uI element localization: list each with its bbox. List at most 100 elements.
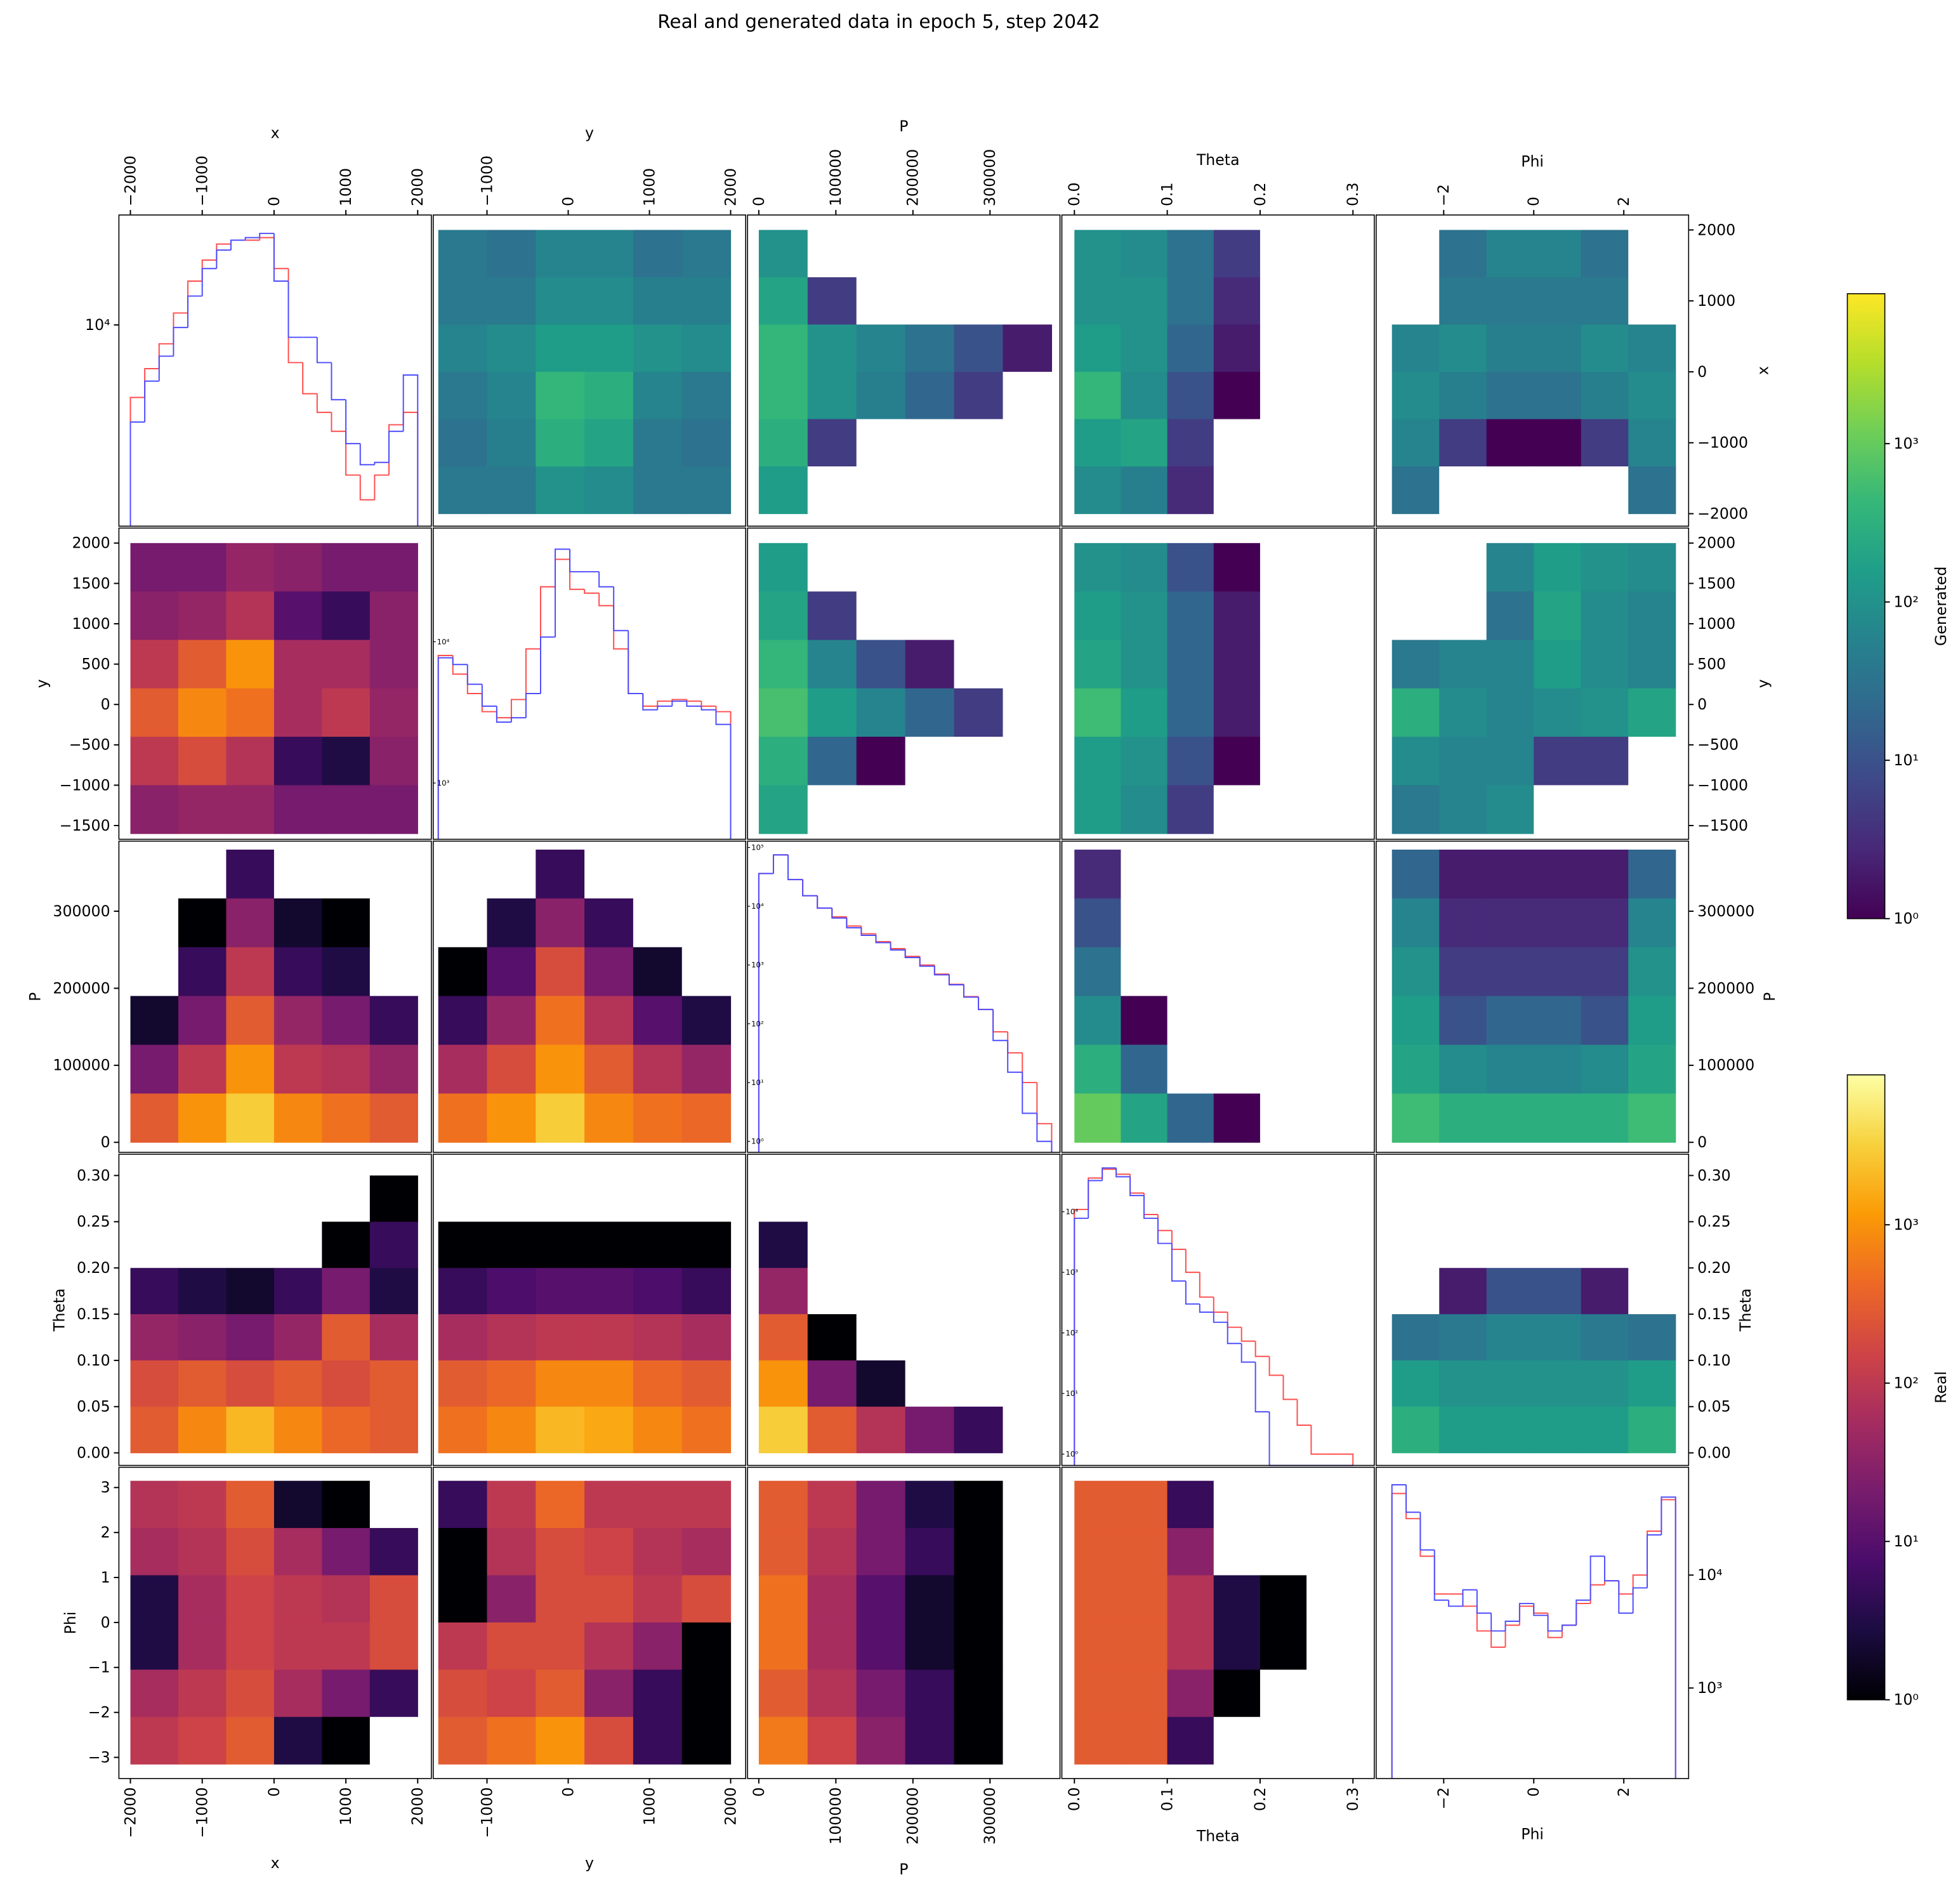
heatmap-cell — [856, 1669, 906, 1718]
histogram-step — [555, 558, 570, 587]
heatmap-cell — [633, 898, 683, 948]
heatmap-cell — [226, 1575, 275, 1623]
heatmap-cell — [807, 1575, 857, 1623]
x-axis-label: x — [271, 1854, 280, 1872]
histogram-step — [1036, 1113, 1053, 1153]
heatmap-cell — [1074, 947, 1122, 997]
heatmap-cell — [1391, 785, 1440, 834]
heatmap-cell — [1391, 947, 1440, 997]
heatmap-cell — [1439, 543, 1487, 592]
histogram-step — [1589, 1555, 1605, 1600]
heatmap-cell — [584, 849, 634, 899]
y-tick-label: 2000 — [72, 534, 110, 552]
heatmap-cell — [226, 1528, 275, 1576]
histogram-step — [201, 268, 217, 296]
heatmap-cell — [1121, 543, 1168, 592]
heatmap-cell — [536, 947, 585, 997]
heatmap-cell — [438, 1622, 488, 1670]
histogram-step — [686, 699, 702, 702]
heatmap-cell — [1213, 230, 1261, 278]
histogram-step — [1419, 1518, 1435, 1557]
histogram-step — [657, 700, 673, 706]
heatmap-cell — [536, 1268, 585, 1315]
heatmap-cell — [1003, 324, 1053, 372]
histogram-step — [860, 926, 876, 935]
heatmap-cell — [954, 1528, 1004, 1576]
heatmap-cell — [1486, 371, 1534, 420]
heatmap-cell — [1121, 1093, 1168, 1143]
heatmap-cell — [1486, 591, 1534, 641]
panel-frame — [432, 214, 746, 527]
histogram-step — [948, 975, 964, 986]
y-tick-label: 500 — [1697, 655, 1726, 673]
histogram-step — [1391, 1484, 1407, 1779]
heatmap-cell — [1003, 543, 1053, 592]
histogram-step — [1074, 1209, 1089, 1466]
heatmap-cell — [758, 1528, 808, 1576]
histogram-step — [244, 237, 260, 240]
heatmap-cell — [1213, 947, 1261, 997]
heatmap-cell — [856, 1268, 906, 1315]
heatmap-cell — [438, 1406, 488, 1454]
histogram-step — [1433, 1550, 1449, 1601]
panel-frame — [1061, 214, 1375, 527]
x-tick-label: 100000 — [827, 1787, 845, 1845]
histogram-step — [1036, 1083, 1053, 1153]
y-tick-label: −2000 — [1697, 504, 1748, 522]
histogram-step — [1490, 1613, 1506, 1632]
heatmap-cell — [1306, 1669, 1353, 1718]
histogram-step — [466, 664, 482, 685]
heatmap-cell — [487, 277, 536, 326]
heatmap-cell — [536, 1406, 585, 1454]
heatmap-cell — [487, 1221, 536, 1268]
heatmap-cell — [1074, 1044, 1122, 1094]
heatmap-cell — [369, 1622, 418, 1670]
heatmap-cell — [536, 1093, 585, 1143]
heatmap-cell — [584, 1669, 634, 1718]
heatmap-cell — [1628, 1175, 1676, 1222]
heatmap-cell — [1306, 371, 1353, 420]
heatmap-cell — [1391, 1175, 1440, 1222]
heatmap-cell — [681, 419, 732, 467]
heatmap-cell — [1391, 640, 1440, 689]
x-tick-label: 1000 — [337, 1787, 355, 1826]
heatmap-cell — [369, 1175, 418, 1222]
panel-frame — [747, 214, 1061, 527]
heatmap-cell — [1074, 1093, 1122, 1143]
y-tick-label: 0.15 — [77, 1305, 110, 1323]
heatmap-cell — [1439, 996, 1487, 1046]
heatmap-cell — [1260, 324, 1307, 372]
heatmap-cell — [1167, 785, 1214, 834]
histogram-step — [173, 312, 188, 344]
histogram-step — [1268, 1356, 1284, 1376]
x-tick-label: 0.3 — [1344, 182, 1362, 206]
y-axis-label: Phi — [62, 1612, 79, 1635]
y-axis-label: y — [1754, 679, 1772, 688]
panel-frame — [747, 1154, 1061, 1466]
heatmap-cell — [1534, 996, 1582, 1046]
x-axis-label: Theta — [1196, 1827, 1240, 1845]
histogram-step — [1185, 1280, 1200, 1305]
heatmap-cell — [1260, 591, 1307, 641]
histogram-step — [978, 997, 994, 1010]
y-tick-label: 2000 — [1697, 221, 1735, 239]
heatmap-cell — [1167, 1575, 1214, 1623]
histogram-step — [992, 1009, 1008, 1041]
colorbar — [1846, 293, 1886, 919]
histogram-step — [1603, 1556, 1619, 1582]
histogram-step — [187, 280, 202, 313]
heatmap-cell — [856, 688, 906, 737]
x-axis-label: P — [899, 1860, 908, 1878]
heatmap-cell — [438, 1480, 488, 1529]
heatmap-cell — [1260, 737, 1307, 786]
histogram-step — [1448, 1600, 1463, 1607]
heatmap-cell — [226, 591, 275, 641]
heatmap-cell — [1260, 947, 1307, 997]
histogram-step — [628, 630, 643, 694]
heatmap-cell — [1213, 371, 1261, 420]
y-tick-label: −2 — [88, 1704, 110, 1722]
heatmap-cell — [487, 1175, 536, 1222]
panel-frame — [747, 840, 1061, 1153]
heatmap-cell — [130, 947, 179, 997]
heatmap-cell — [1260, 1044, 1307, 1094]
